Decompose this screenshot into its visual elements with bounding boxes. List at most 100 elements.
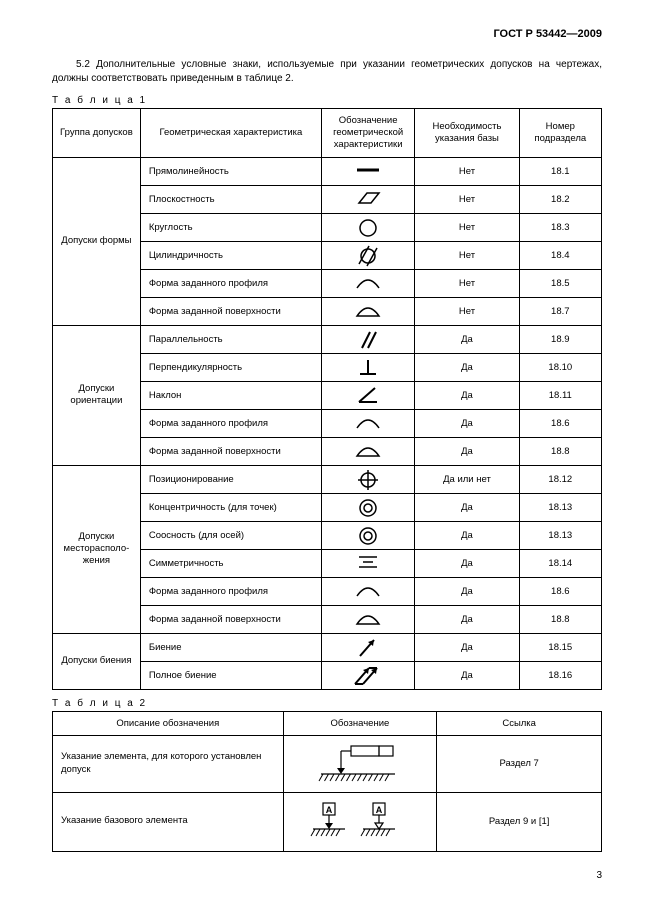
profile-surface-icon [347,440,389,460]
table-row: Допуски формыПрямолинейностьНет18.1 [53,157,602,185]
characteristic-cell: Наклон [140,381,321,409]
characteristic-cell: Форма заданного профиля [140,269,321,297]
profile-line-icon [347,580,389,600]
table1-header-cell: Номер подраздела [519,109,601,158]
profile-line-icon [347,272,389,292]
base-cell: Да [415,577,519,605]
group-cell: Допуски биения [53,633,141,689]
table1-header-cell: Группа допусков [53,109,141,158]
svg-text:A: A [376,805,383,815]
table-row: Указание элемента, для которого установл… [53,735,602,792]
datum-icon: A A [288,801,433,843]
symbol-cell [321,241,414,269]
symmetry-icon [347,552,389,572]
characteristic-cell: Круглость [140,213,321,241]
subsection-cell: 18.16 [519,661,601,689]
concentricity-icon [347,524,389,544]
characteristic-cell: Параллельность [140,325,321,353]
runout-icon [347,636,389,656]
symbol-cell [321,549,414,577]
reference-cell: Раздел 9 и [1] [437,792,602,851]
table1-header-cell: Геометрическая характеристика [140,109,321,158]
subsection-cell: 18.9 [519,325,601,353]
base-cell: Да [415,493,519,521]
subsection-cell: 18.11 [519,381,601,409]
base-cell: Нет [415,297,519,325]
characteristic-cell: Симметричность [140,549,321,577]
table1-label: Т а б л и ц а 1 [52,95,602,106]
profile-surface-icon [347,300,389,320]
table-row: Допуски ориентацииПараллельностьДа18.9 [53,325,602,353]
subsection-cell: 18.12 [519,465,601,493]
table-row: Указание базового элемента A A Раздел 9 … [53,792,602,851]
characteristic-cell: Форма заданного профиля [140,409,321,437]
characteristic-cell: Форма заданного профиля [140,577,321,605]
symbol-cell [321,185,414,213]
base-cell: Да [415,521,519,549]
symbol-cell [321,409,414,437]
subsection-cell: 18.15 [519,633,601,661]
description-cell: Указание элемента, для которого установл… [53,735,284,792]
base-cell: Да [415,437,519,465]
description-cell: Указание базового элемента [53,792,284,851]
feature-frame-icon [288,744,433,784]
symbol-cell [321,577,414,605]
base-cell: Да [415,325,519,353]
subsection-cell: 18.8 [519,605,601,633]
svg-text:A: A [326,805,333,815]
characteristic-cell: Форма заданной поверхности [140,297,321,325]
concentricity-icon [347,496,389,516]
characteristic-cell: Плоскостность [140,185,321,213]
characteristic-cell: Форма заданной поверхности [140,437,321,465]
characteristic-cell: Позиционирование [140,465,321,493]
perpendicularity-icon [347,356,389,376]
subsection-cell: 18.1 [519,157,601,185]
table2-header-cell: Ссылка [437,711,602,735]
profile-line-icon [347,412,389,432]
characteristic-cell: Форма заданной поверхности [140,605,321,633]
subsection-cell: 18.4 [519,241,601,269]
symbol-cell [321,633,414,661]
base-cell: Да [415,661,519,689]
group-cell: Допуски формы [53,157,141,325]
subsection-cell: 18.10 [519,353,601,381]
symbol-cell: A A [283,792,437,851]
symbol-cell [321,269,414,297]
angularity-icon [347,384,389,404]
characteristic-cell: Биение [140,633,321,661]
subsection-cell: 18.6 [519,409,601,437]
subsection-cell: 18.6 [519,577,601,605]
paragraph-5-2: 5.2 Дополнительные условные знаки, испол… [52,58,602,85]
symbol-cell [321,521,414,549]
symbol-cell [321,465,414,493]
base-cell: Да или нет [415,465,519,493]
subsection-cell: 18.13 [519,521,601,549]
symbol-cell [321,661,414,689]
table-2: Описание обозначенияОбозначениеСсылка Ук… [52,711,602,852]
reference-cell: Раздел 7 [437,735,602,792]
table-row: Допуски биенияБиениеДа18.15 [53,633,602,661]
symbol-cell [321,213,414,241]
table-row: Допуски месторасполо-женияПозиционирован… [53,465,602,493]
subsection-cell: 18.13 [519,493,601,521]
group-cell: Допуски ориентации [53,325,141,465]
symbol-cell [321,297,414,325]
group-cell: Допуски месторасполо-жения [53,465,141,633]
symbol-cell [321,157,414,185]
symbol-cell [321,437,414,465]
characteristic-cell: Соосность (для осей) [140,521,321,549]
cylindricity-icon [347,244,389,264]
straightness-icon [347,160,389,180]
subsection-cell: 18.3 [519,213,601,241]
flatness-icon [347,188,389,208]
position-icon [347,468,389,488]
base-cell: Да [415,633,519,661]
base-cell: Да [415,605,519,633]
characteristic-cell: Концентричность (для точек) [140,493,321,521]
characteristic-cell: Полное биение [140,661,321,689]
characteristic-cell: Цилиндричность [140,241,321,269]
total-runout-icon [347,664,389,684]
table2-header-cell: Описание обозначения [53,711,284,735]
symbol-cell [321,353,414,381]
base-cell: Да [415,353,519,381]
